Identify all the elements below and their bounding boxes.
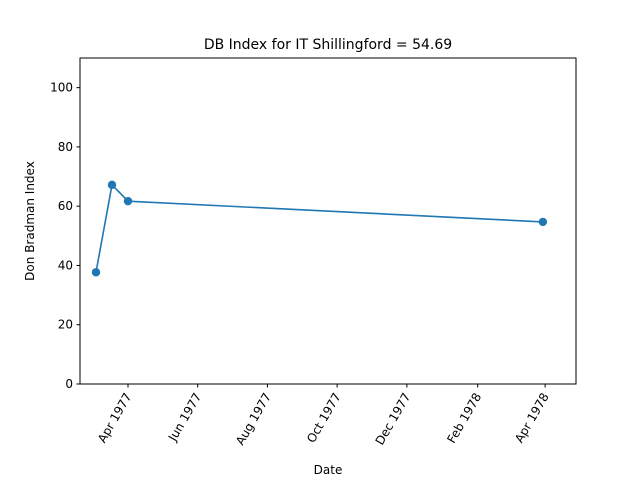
y-axis: 0 20 40 60 80 100 bbox=[50, 81, 80, 391]
x-tick-label: Apr 1977 bbox=[95, 391, 135, 446]
x-tick-label: Feb 1978 bbox=[444, 391, 484, 446]
data-point bbox=[538, 217, 548, 227]
x-tick-label: Jun 1977 bbox=[165, 391, 204, 445]
y-tick-label: 80 bbox=[58, 140, 73, 154]
x-tick-label: Apr 1978 bbox=[512, 391, 552, 446]
y-tick-label: 60 bbox=[58, 199, 73, 213]
x-tick-label: Dec 1977 bbox=[373, 391, 414, 448]
x-tick-label: Oct 1977 bbox=[304, 391, 344, 446]
y-tick-label: 20 bbox=[58, 318, 73, 332]
series-line bbox=[95, 184, 543, 273]
y-tick-label: 100 bbox=[50, 81, 73, 95]
data-point bbox=[91, 268, 101, 277]
data-point bbox=[107, 180, 117, 190]
chart-title: DB Index for IT Shillingford = 54.69 bbox=[204, 37, 452, 53]
series-layer bbox=[91, 180, 548, 277]
data-point bbox=[123, 196, 133, 206]
x-axis-label: Date bbox=[314, 463, 343, 477]
y-tick-label: 0 bbox=[65, 377, 73, 391]
x-axis: Apr 1977 Jun 1977 Aug 1977 Oct 1977 Dec 1977… bbox=[95, 384, 552, 448]
y-axis-label: Don Bradman Index bbox=[23, 161, 37, 281]
x-tick-label: Aug 1977 bbox=[233, 391, 274, 448]
y-tick-label: 40 bbox=[58, 258, 73, 272]
plot-frame bbox=[79, 57, 577, 385]
